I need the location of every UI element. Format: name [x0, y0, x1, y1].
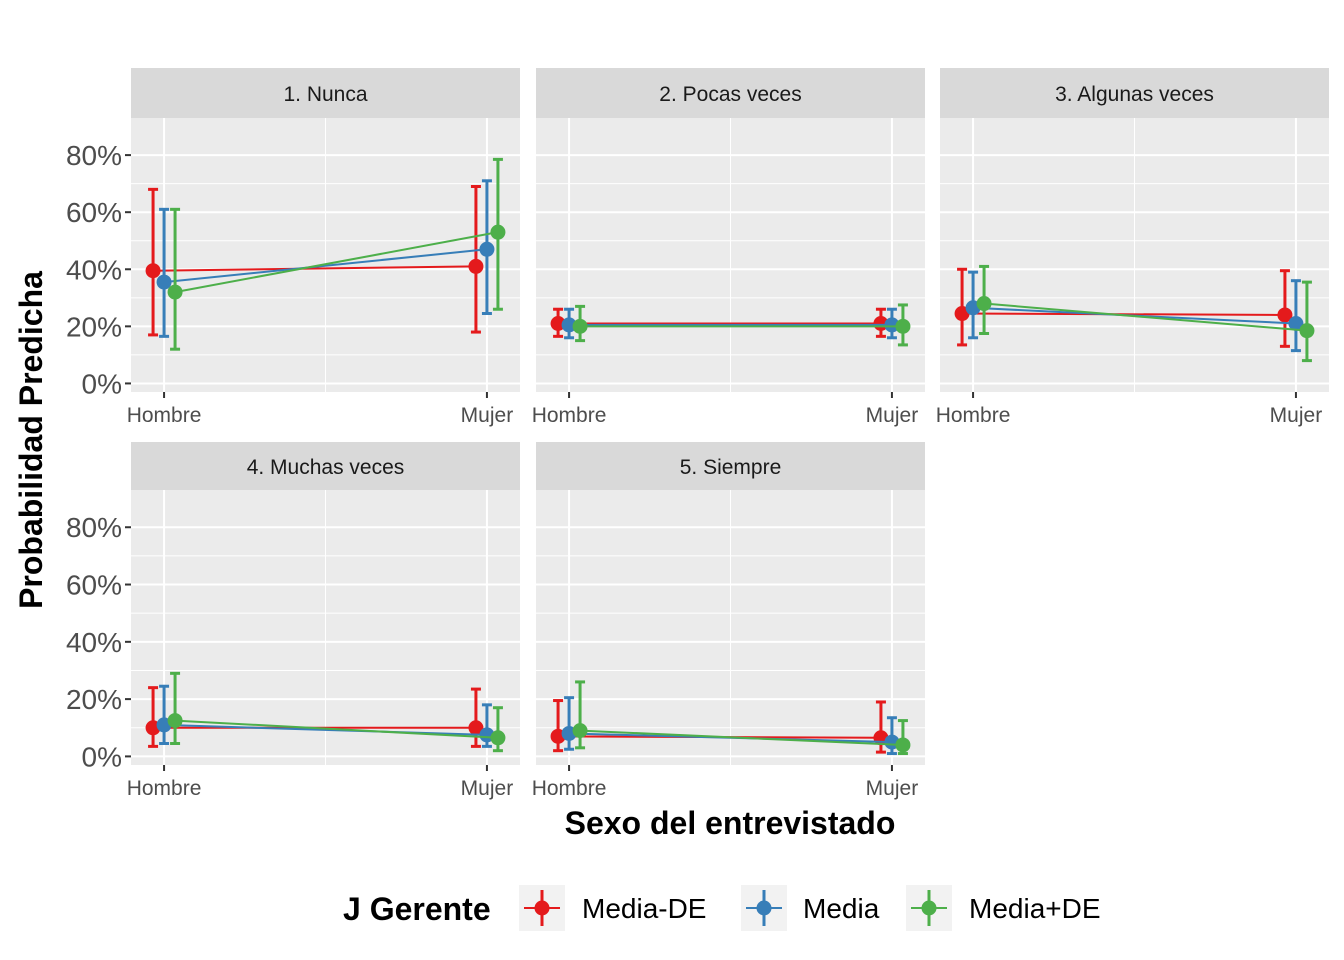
facet-strip-label: 5. Siempre	[680, 456, 782, 479]
series-Media+DE	[572, 303, 911, 347]
legend: J Gerente Media-DE Media Media+DE	[343, 885, 1101, 931]
facet-panel: 5. Siempre Hombre Mujer	[532, 442, 925, 800]
data-point	[572, 318, 588, 334]
data-point	[976, 296, 992, 312]
series-Media	[156, 684, 495, 748]
series-line	[164, 723, 487, 736]
series-Media+DE	[976, 264, 1315, 363]
y-tick-label: 20%	[66, 684, 122, 715]
y-tick-label: 60%	[66, 570, 122, 601]
series-Media+DE	[167, 157, 506, 351]
y-axis-title: Probabilidad Predicha	[13, 271, 49, 609]
facet-strip-label: 2. Pocas veces	[659, 83, 801, 106]
legend-label: Media	[803, 893, 880, 924]
legend-title: J Gerente	[343, 891, 491, 927]
series-line	[580, 729, 903, 746]
data-point	[1288, 316, 1304, 331]
x-tick-label: Mujer	[866, 404, 919, 427]
series-line	[983, 302, 1308, 332]
facet-strip	[940, 68, 1329, 118]
legend-key-point	[921, 900, 937, 916]
series-Media	[561, 307, 900, 340]
legend-key-point	[534, 900, 550, 916]
data-point	[561, 317, 577, 333]
series-line	[163, 248, 488, 284]
x-tick-label: Mujer	[866, 777, 919, 800]
data-point	[490, 730, 506, 746]
data-point	[954, 306, 970, 322]
data-point	[572, 723, 588, 739]
facet-strip	[131, 68, 520, 118]
data-point	[550, 316, 566, 331]
data-point	[884, 317, 900, 333]
data-point	[145, 263, 161, 279]
x-tick-label: Hombre	[127, 404, 202, 427]
legend-keys: Media-DE Media Media+DE	[519, 885, 1101, 931]
series-Media-DE	[145, 185, 484, 337]
x-tick-label: Hombre	[532, 777, 607, 800]
x-tick-label: Mujer	[461, 777, 514, 800]
legend-key-Media: Media	[741, 885, 880, 931]
facet-strip-label: 3. Algunas veces	[1055, 83, 1214, 106]
legend-key-point	[756, 900, 772, 916]
series-Media+DE	[167, 671, 506, 753]
y-tick-label: 20%	[66, 311, 122, 342]
data-point	[167, 284, 183, 300]
data-point	[1277, 307, 1293, 323]
x-tick-label: Hombre	[127, 777, 202, 800]
legend-key-Media+DE: Media+DE	[906, 885, 1101, 931]
series-Media-DE	[550, 307, 889, 338]
data-point	[895, 737, 911, 753]
series-Media+DE	[572, 680, 911, 756]
legend-label: Media+DE	[969, 893, 1101, 924]
facet-strip-label: 4. Muchas veces	[247, 456, 405, 479]
x-tick-label: Mujer	[1270, 404, 1323, 427]
y-tick-label: 60%	[66, 197, 122, 228]
x-tick-label: Hombre	[532, 404, 607, 427]
x-tick-label: Mujer	[461, 404, 514, 427]
y-tick-label: 80%	[66, 512, 122, 543]
y-tick-label: 40%	[66, 254, 122, 285]
data-point	[895, 318, 911, 334]
y-tick-label: 0%	[82, 368, 122, 399]
y-tick-label: 0%	[82, 741, 122, 772]
data-point	[468, 720, 484, 736]
facet-panel: 2. Pocas veces Hombre Mujer	[532, 68, 925, 427]
facet-strip-label: 1. Nunca	[283, 83, 367, 106]
data-point	[490, 224, 506, 240]
facet-strip	[131, 442, 520, 490]
data-point	[167, 713, 183, 729]
data-point	[156, 274, 172, 290]
data-point	[468, 258, 484, 274]
y-tick-label: 40%	[66, 627, 122, 658]
series-line	[153, 265, 476, 272]
facet-panel: 1. Nunca 0% 20% 40% 60% 80% Hombre Mujer	[66, 68, 520, 427]
data-point	[479, 241, 495, 257]
legend-label: Media-DE	[582, 893, 706, 924]
series-line	[174, 231, 499, 294]
facet-panel: 3. Algunas veces Hombre Mujer	[936, 68, 1329, 427]
x-axis-title: Sexo del entrevistado	[565, 805, 896, 841]
series-Media	[156, 179, 495, 338]
legend-key-Media-DE: Media-DE	[519, 885, 706, 931]
x-tick-label: Hombre	[936, 404, 1011, 427]
facet-strip	[536, 68, 925, 118]
y-tick-label: 80%	[66, 140, 122, 171]
facet-panel: 4. Muchas veces 0% 20% 40% 60% 80% Hombre Mujer	[66, 442, 520, 800]
facet-strip	[536, 442, 925, 490]
data-point	[1299, 323, 1315, 339]
series-line	[175, 719, 498, 739]
